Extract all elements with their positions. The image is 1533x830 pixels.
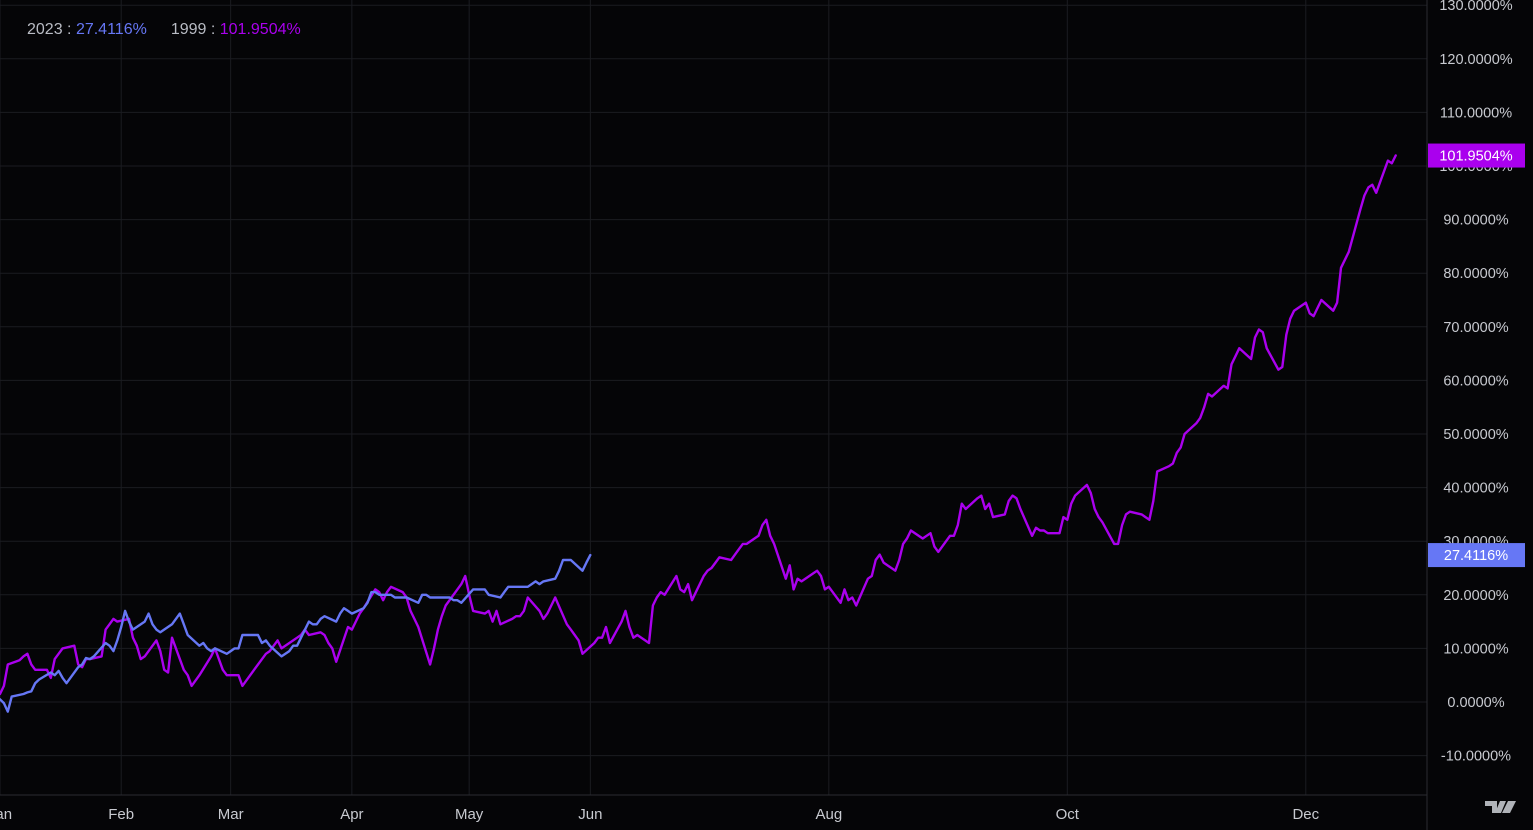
legend-item-1999: 1999 : 101.9504% — [171, 21, 301, 39]
y-tick-label: 70.0000% — [1443, 320, 1508, 336]
y-tick-label: 40.0000% — [1443, 481, 1508, 497]
x-tick-label: Apr — [340, 806, 363, 823]
x-tick-label: Feb — [108, 806, 134, 823]
y-tick-label: 130.0000% — [1439, 0, 1512, 14]
series-line-1999 — [0, 154, 1397, 696]
y-tick-label: 0.0000% — [1447, 695, 1504, 711]
legend-series-name: 1999 — [170, 21, 207, 38]
legend-series-value: 27.4116% — [75, 21, 147, 38]
x-tick-label: Jan — [0, 806, 12, 823]
y-tick-label: 90.0000% — [1443, 213, 1508, 229]
x-tick-label: Mar — [218, 806, 244, 823]
y-tick-label: 80.0000% — [1443, 266, 1508, 282]
series-lines — [0, 154, 1397, 713]
logo — [1485, 801, 1516, 813]
x-tick-label: Oct — [1056, 806, 1080, 823]
last-value-badge-2023 — [1428, 543, 1525, 568]
y-tick-label: 10.0000% — [1443, 641, 1508, 657]
y-tick-label: 20.0000% — [1443, 588, 1508, 604]
legend-series-name: 2023 — [27, 21, 63, 38]
legend-item-2023: 2023 : 27.4116% — [27, 21, 147, 39]
last-value-badge-1999 — [1428, 143, 1525, 168]
y-tick-label: 120.0000% — [1439, 52, 1512, 68]
x-tick-label: Jun — [578, 806, 602, 823]
legend-separator: : — [206, 21, 220, 38]
y-tick-label: 60.0000% — [1443, 373, 1508, 389]
y-tick-label: -10.0000% — [1441, 749, 1511, 765]
y-tick-label: 110.0000% — [1440, 105, 1512, 121]
legend-separator: : — [62, 21, 76, 38]
tradingview-logo-icon — [1485, 801, 1516, 813]
x-tick-label: Aug — [815, 806, 842, 823]
y-axis: -10.0000%0.0000%10.0000%20.0000%30.0000%… — [1439, 0, 1512, 765]
grid — [0, 0, 1428, 830]
x-tick-label: Dec — [1292, 806, 1319, 823]
last-value-label: 27.4116% — [1444, 548, 1508, 564]
last-value-label: 101.9504% — [1439, 149, 1512, 165]
x-tick-label: May — [455, 806, 484, 823]
y-tick-label: 50.0000% — [1443, 427, 1508, 443]
legend-series-value: 101.9504% — [219, 21, 301, 38]
last-value-badges: 27.4116% 101.9504% — [1428, 143, 1525, 568]
legend: 2023 : 27.4116% 1999 : 101.9504% — [27, 21, 301, 39]
series-line-2023 — [0, 553, 592, 713]
x-axis: Jan Feb Mar Apr May Jun Aug Oct Dec — [0, 806, 1320, 823]
